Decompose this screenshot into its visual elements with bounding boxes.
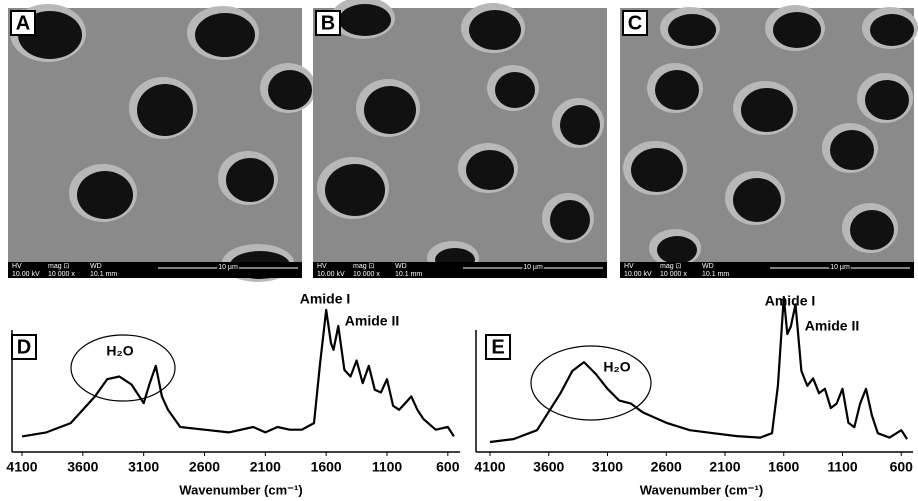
pore [469,10,521,50]
x-tick-label: 1600 [768,459,799,475]
info-value: 10 000 x [353,271,380,278]
info-label: mag ⊡ [48,263,70,270]
pore [495,72,535,108]
panel-label: A [16,12,30,34]
annotation: H₂O [106,343,133,359]
pore [325,164,385,216]
pore [850,210,894,250]
panel-label: D [17,336,31,358]
pore [668,14,716,46]
panel-label: B [321,12,335,34]
x-tick-label: 4100 [6,459,37,475]
annotation: Amide I [765,293,816,309]
info-label: mag ⊡ [353,263,375,270]
x-tick-label: 2100 [709,459,740,475]
h2o-circle [530,345,652,421]
info-value: 10.1 mm [702,271,729,278]
pore [364,86,416,134]
scale-label: 10 µm [523,264,543,271]
annotation: Amide II [805,318,859,334]
x-tick-label: 1100 [372,459,403,475]
info-label: HV [12,263,22,270]
pore [137,84,193,136]
info-value: 10.00 kV [624,271,652,278]
panel-label-box [485,334,511,360]
pore [466,150,514,190]
pore [77,171,133,219]
x-tick-label: 1600 [311,459,342,475]
info-bar [8,262,302,278]
x-tick-label: 3100 [592,459,623,475]
pore [339,4,391,36]
pore [741,88,793,132]
info-value: 10.1 mm [90,271,117,278]
panel-label-box [622,10,648,36]
spectrum-chart: 4100 3600 3100 2600 2100 1600 1100 600 Wavenumbe… [474,293,913,498]
pore [733,178,781,222]
scale-label: 10 µm [218,264,238,271]
info-label: WD [702,263,714,270]
annotation: Amide I [300,291,351,307]
x-tick-label: 2100 [250,459,281,475]
x-tick-label: 1100 [827,459,858,475]
pore [195,13,255,57]
annotation: Amide II [345,313,399,329]
info-label: HV [317,263,327,270]
info-value: 10 000 x [48,271,75,278]
spectrum-line [21,308,455,438]
info-label: mag ⊡ [660,263,682,270]
x-tick-label: 4100 [474,459,505,475]
x-tick-label: 2600 [651,459,682,475]
h2o-circle [70,334,176,402]
x-tick-label: 3600 [67,459,98,475]
x-tick-label: 3100 [128,459,159,475]
info-label: WD [395,263,407,270]
pore [268,70,312,110]
info-label: WD [90,263,102,270]
info-bar [620,262,914,278]
pore [631,148,683,192]
pore [550,200,590,240]
pore [560,105,600,145]
spectrum-line [489,295,909,444]
panel-label-box [10,10,36,36]
scale-label: 10 µm [830,264,850,271]
x-tick-label: 600 [890,459,914,475]
panel-label: C [628,12,642,34]
x-tick-label: 600 [436,459,460,475]
x-tick-label: 3600 [533,459,564,475]
panel-label-box [11,334,37,360]
info-value: 10 000 x [660,271,687,278]
info-label: HV [624,263,634,270]
info-value: 10.00 kV [317,271,345,278]
pore [870,14,914,46]
spectrum-chart: 4100 3600 3100 2600 2100 1600 1100 600 Wavenumbe… [6,291,460,497]
info-bar [313,262,607,278]
annotation: H₂O [603,359,630,375]
pore [655,70,699,110]
panel-label-box [315,10,341,36]
panel-label: E [491,336,504,358]
info-value: 10.00 kV [12,271,40,278]
pore [226,158,274,202]
info-value: 10.1 mm [395,271,422,278]
pore [773,12,821,48]
x-axis-label: Wavenumber (cm⁻¹) [179,482,302,497]
x-tick-label: 2600 [189,459,220,475]
x-axis-label: Wavenumber (cm⁻¹) [640,482,763,497]
pore [657,236,697,264]
pore [865,80,909,120]
pore [830,130,874,170]
